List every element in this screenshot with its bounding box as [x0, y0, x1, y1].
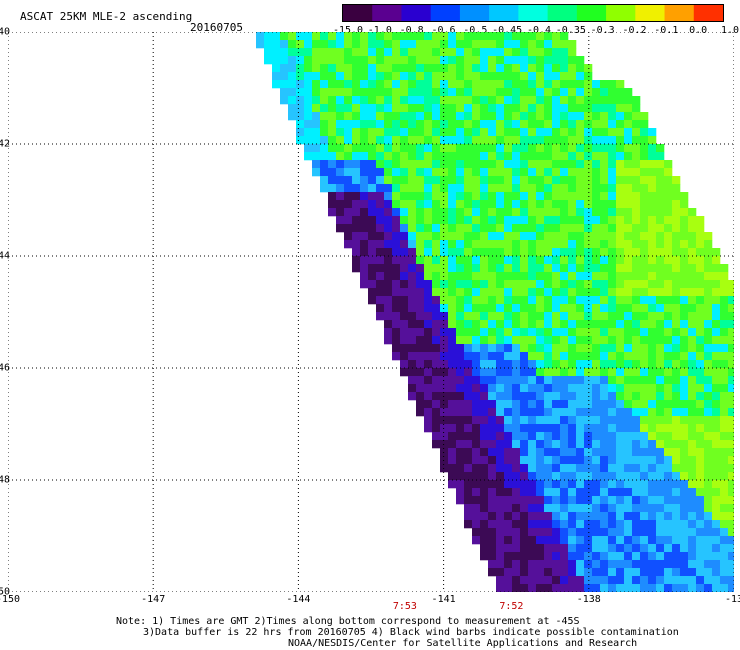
map-date: 20160705	[190, 21, 243, 34]
longitude-label: -13	[724, 594, 740, 605]
note-line-2: 3)Data buffer is 22 hrs from 20160705 4)…	[143, 627, 679, 638]
latitude-label: -40	[0, 26, 10, 38]
note-line-3: NOAA/NESDIS/Center for Satellite Applica…	[288, 638, 638, 649]
colorbar-segment	[372, 5, 402, 21]
backscatter-field	[256, 32, 734, 592]
latitude-label: -44	[0, 250, 10, 262]
longitude-label: -144	[286, 594, 311, 605]
colorbar-segment	[664, 5, 695, 21]
colorbar-segment	[430, 5, 461, 21]
colorbar-tick-label: -0.2	[622, 25, 647, 36]
latitude-label: -46	[0, 362, 10, 374]
gridlines	[8, 32, 734, 592]
colorbar-tick-label: 0.0	[689, 25, 708, 36]
colorbar-tick-label: -0.35	[555, 25, 586, 36]
swath-map	[8, 32, 734, 592]
colorbar-labels: -15.0 -1.0 -0.8 -0.6 -0.5 -0.45 -0.4 -0.35 -0.3-…	[333, 25, 739, 37]
note-line-1: Note: 1) Times are GMT 2)Times along bot…	[116, 616, 580, 627]
latitude-label: -42	[0, 138, 10, 150]
colorbar-segment	[489, 5, 519, 21]
colorbar-tick-label: -15.0	[332, 25, 364, 36]
colorbar-segment	[693, 5, 723, 21]
longitude-label: -150	[0, 594, 21, 605]
colorbar-segment	[606, 5, 636, 21]
colorbar-tick-label: -0.4	[526, 25, 552, 36]
colorbar	[342, 4, 724, 22]
map-title: ASCAT 25KM MLE-2 ascending	[20, 10, 193, 23]
latitude-label: -48	[0, 474, 10, 486]
colorbar-tick-label: -0.5	[463, 25, 488, 36]
longitude-label: -138	[576, 594, 601, 605]
longitude-label: -147	[141, 594, 166, 605]
time-label: 7:53	[392, 601, 417, 612]
colorbar-segment	[518, 5, 549, 21]
colorbar-segment	[343, 5, 373, 21]
colorbar-tick-label: -1.0	[367, 25, 392, 36]
colorbar-segment	[401, 5, 432, 21]
colorbar-tick-label: 1.0	[720, 25, 740, 36]
colorbar-tick-label: -0.45	[492, 25, 523, 36]
longitude-label: -141	[431, 594, 456, 605]
colorbar-tick-label: -0.8	[399, 25, 424, 36]
colorbar-tick-label: -0.6	[431, 25, 456, 36]
colorbar-segment	[547, 5, 578, 21]
colorbar-segment	[576, 5, 607, 21]
time-label: 7:52	[499, 601, 524, 612]
colorbar-tick-label: -0.1	[654, 25, 679, 36]
colorbar-tick-label: -0.3	[590, 25, 615, 36]
colorbar-segment	[459, 5, 490, 21]
colorbar-segment	[635, 5, 666, 21]
latitude-label: -50	[0, 586, 10, 598]
